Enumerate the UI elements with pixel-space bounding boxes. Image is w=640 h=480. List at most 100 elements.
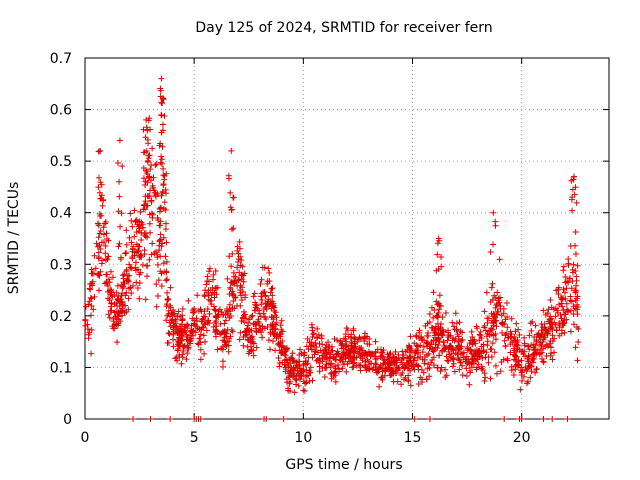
- data-point: [152, 162, 159, 169]
- peak-point: [116, 137, 123, 144]
- data-point: [449, 319, 456, 326]
- data-point: [541, 320, 548, 327]
- data-point: [404, 354, 411, 361]
- data-point: [523, 367, 530, 374]
- data-point: [114, 322, 121, 329]
- data-point: [265, 337, 272, 344]
- peak-point: [159, 100, 166, 107]
- data-point: [139, 262, 146, 269]
- data-point: [87, 286, 94, 293]
- peak-point: [226, 253, 233, 260]
- data-point: [147, 166, 154, 173]
- data-point: [544, 310, 551, 317]
- data-point: [159, 240, 166, 247]
- data-point: [493, 302, 500, 309]
- data-point: [258, 290, 265, 297]
- data-point: [430, 289, 437, 296]
- data-point: [559, 320, 566, 327]
- data-point: [114, 339, 121, 346]
- data-point: [431, 329, 438, 336]
- data-point: [494, 370, 501, 377]
- peak-point: [489, 280, 496, 287]
- data-point: [525, 352, 532, 359]
- peak-point: [97, 147, 104, 154]
- data-point: [87, 294, 94, 301]
- data-point: [250, 293, 257, 300]
- data-point: [122, 250, 129, 257]
- data-point: [200, 332, 207, 339]
- peak-point: [226, 301, 233, 308]
- data-point: [191, 317, 198, 324]
- data-point: [200, 313, 207, 320]
- data-point: [349, 356, 356, 363]
- data-point: [176, 342, 183, 349]
- data-point: [204, 305, 211, 312]
- data-point: [107, 303, 114, 310]
- data-point: [515, 361, 522, 368]
- data-point: [513, 341, 520, 348]
- peak-point: [159, 143, 166, 150]
- zero-point: [501, 416, 508, 422]
- peak-point: [117, 254, 124, 261]
- data-point: [451, 368, 458, 375]
- data-point: [313, 335, 320, 342]
- data-point: [102, 250, 109, 257]
- data-point: [271, 307, 278, 314]
- data-point: [533, 366, 540, 373]
- peak-point: [98, 181, 105, 188]
- data-point: [393, 365, 400, 372]
- data-point: [525, 358, 532, 365]
- data-point: [388, 358, 395, 365]
- data-point: [95, 234, 102, 241]
- data-point: [145, 152, 152, 159]
- data-point: [434, 364, 441, 371]
- data-point: [239, 263, 246, 270]
- data-point: [287, 368, 294, 375]
- data-point: [368, 360, 375, 367]
- data-point: [428, 324, 435, 331]
- data-point: [256, 327, 263, 334]
- data-point: [122, 302, 129, 309]
- data-point: [444, 357, 451, 364]
- data-point: [245, 319, 252, 326]
- data-point: [408, 347, 415, 354]
- data-point: [219, 346, 226, 353]
- data-point: [303, 379, 310, 386]
- data-point: [178, 332, 185, 339]
- data-point: [483, 289, 490, 296]
- data-point: [166, 319, 173, 326]
- data-point: [247, 334, 254, 341]
- data-point: [88, 280, 95, 287]
- data-point: [241, 319, 248, 326]
- data-point: [426, 364, 433, 371]
- data-point: [469, 350, 476, 357]
- data-point: [128, 265, 135, 272]
- data-point: [477, 328, 484, 335]
- data-point: [379, 368, 386, 375]
- data-point: [269, 292, 276, 299]
- data-point: [167, 284, 174, 291]
- data-point: [527, 320, 534, 327]
- data-point: [444, 337, 451, 344]
- data-point: [547, 296, 554, 303]
- data-point: [163, 258, 170, 265]
- peak-point: [230, 194, 237, 201]
- data-point: [157, 236, 164, 243]
- data-point: [125, 278, 132, 285]
- data-point: [545, 306, 552, 313]
- data-point: [283, 345, 290, 352]
- data-point: [379, 376, 386, 383]
- data-point: [407, 333, 414, 340]
- data-point: [567, 243, 574, 250]
- data-point: [268, 285, 275, 292]
- data-point: [227, 284, 234, 291]
- data-point: [170, 326, 177, 333]
- data-point: [179, 333, 186, 340]
- data-point: [222, 341, 229, 348]
- data-point: [421, 354, 428, 361]
- peak-point: [489, 296, 496, 303]
- data-point: [502, 316, 509, 323]
- data-point: [88, 266, 95, 273]
- data-point: [556, 332, 563, 339]
